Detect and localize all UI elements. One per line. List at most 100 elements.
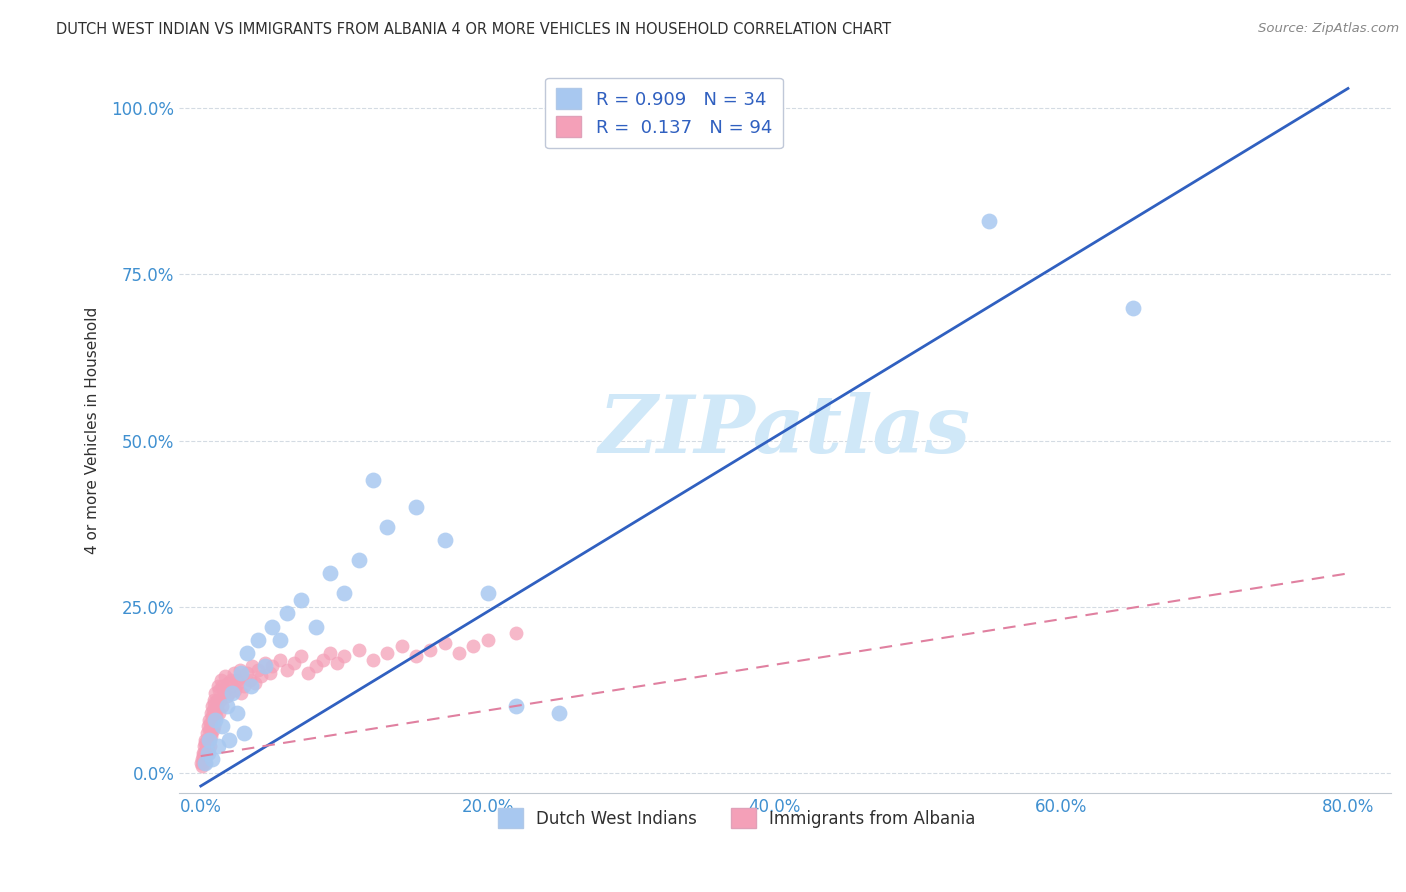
- Point: [276, 607, 298, 621]
- Point: [361, 474, 384, 488]
- Point: [304, 619, 326, 633]
- Point: [191, 759, 214, 773]
- Point: [214, 669, 236, 683]
- Point: [262, 659, 284, 673]
- Point: [215, 699, 238, 714]
- Point: [201, 699, 224, 714]
- Point: [212, 686, 235, 700]
- Point: [211, 679, 233, 693]
- Text: Source: ZipAtlas.com: Source: ZipAtlas.com: [1258, 22, 1399, 36]
- Point: [229, 686, 252, 700]
- Point: [433, 533, 456, 548]
- Point: [208, 682, 231, 697]
- Point: [197, 739, 219, 753]
- Point: [204, 686, 226, 700]
- Point: [201, 719, 224, 733]
- Point: [207, 739, 229, 753]
- Point: [979, 214, 1001, 228]
- Point: [201, 723, 224, 737]
- Point: [375, 646, 398, 660]
- Point: [222, 666, 245, 681]
- Point: [200, 729, 222, 743]
- Point: [209, 692, 232, 706]
- Point: [194, 756, 217, 770]
- Point: [250, 669, 273, 683]
- Point: [201, 752, 224, 766]
- Point: [204, 713, 226, 727]
- Point: [347, 642, 370, 657]
- Point: [195, 732, 218, 747]
- Point: [200, 726, 222, 740]
- Point: [225, 706, 247, 720]
- Point: [194, 736, 217, 750]
- Point: [195, 749, 218, 764]
- Point: [198, 732, 221, 747]
- Point: [311, 653, 333, 667]
- Point: [391, 640, 413, 654]
- Point: [197, 719, 219, 733]
- Point: [194, 732, 217, 747]
- Text: DUTCH WEST INDIAN VS IMMIGRANTS FROM ALBANIA 4 OR MORE VEHICLES IN HOUSEHOLD COR: DUTCH WEST INDIAN VS IMMIGRANTS FROM ALB…: [56, 22, 891, 37]
- Point: [193, 756, 215, 770]
- Point: [405, 649, 427, 664]
- Point: [218, 732, 240, 747]
- Point: [191, 752, 214, 766]
- Point: [202, 696, 225, 710]
- Point: [245, 676, 267, 690]
- Point: [226, 676, 249, 690]
- Point: [198, 732, 221, 747]
- Point: [254, 656, 277, 670]
- Point: [419, 642, 441, 657]
- Point: [333, 649, 356, 664]
- Point: [548, 706, 571, 720]
- Point: [202, 692, 225, 706]
- Point: [195, 746, 218, 760]
- Point: [433, 636, 456, 650]
- Point: [211, 699, 233, 714]
- Point: [202, 713, 225, 727]
- Point: [215, 690, 238, 704]
- Point: [276, 663, 298, 677]
- Point: [463, 640, 485, 654]
- Point: [235, 666, 257, 681]
- Point: [198, 739, 221, 753]
- Point: [361, 653, 384, 667]
- Point: [333, 586, 356, 600]
- Point: [193, 752, 215, 766]
- Point: [477, 586, 499, 600]
- Point: [231, 669, 253, 683]
- Point: [194, 742, 217, 756]
- Point: [191, 746, 214, 760]
- Point: [194, 756, 217, 770]
- Point: [326, 656, 349, 670]
- Point: [240, 679, 263, 693]
- Point: [247, 632, 270, 647]
- Point: [200, 706, 222, 720]
- Point: [221, 679, 243, 693]
- Point: [209, 673, 232, 687]
- Point: [290, 593, 312, 607]
- Text: ZIPatlas: ZIPatlas: [599, 392, 972, 469]
- Point: [262, 619, 284, 633]
- Point: [193, 739, 215, 753]
- Point: [207, 679, 229, 693]
- Point: [205, 692, 228, 706]
- Y-axis label: 4 or more Vehicles in Household: 4 or more Vehicles in Household: [86, 307, 100, 554]
- Point: [477, 632, 499, 647]
- Point: [202, 719, 225, 733]
- Point: [297, 666, 319, 681]
- Point: [197, 746, 219, 760]
- Point: [405, 500, 427, 514]
- Point: [198, 715, 221, 730]
- Point: [238, 673, 260, 687]
- Point: [229, 666, 252, 681]
- Point: [201, 703, 224, 717]
- Point: [211, 719, 233, 733]
- Point: [195, 726, 218, 740]
- Point: [242, 659, 264, 673]
- Point: [304, 659, 326, 673]
- Point: [269, 653, 291, 667]
- Point: [208, 706, 231, 720]
- Point: [505, 699, 527, 714]
- Point: [283, 656, 305, 670]
